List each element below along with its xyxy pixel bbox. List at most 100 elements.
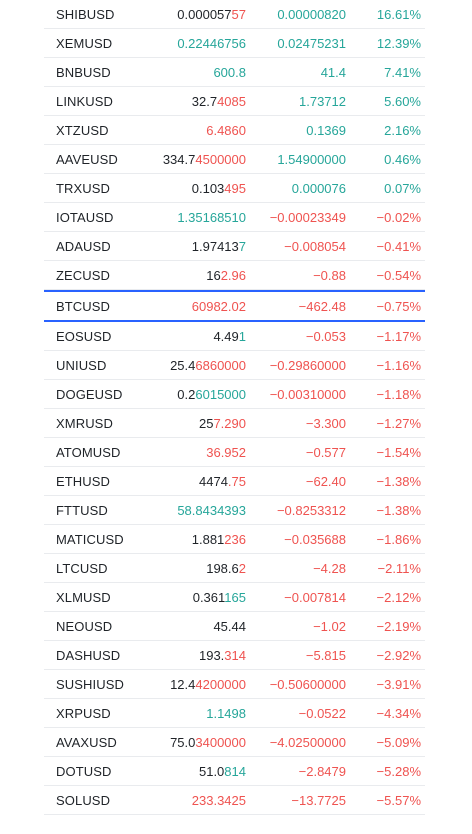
last-price-tick: 233.3425 [191, 792, 246, 808]
last-price: 1.974137 [192, 239, 246, 254]
last-price-tick: 7.290 [213, 415, 246, 431]
change-percent: −5.28% [376, 763, 421, 779]
watchlist-row-uniusd[interactable]: UNIUSD 25.46860000 −0.29860000 −1.16% [44, 351, 425, 380]
watchlist-row-trxusd[interactable]: TRXUSD 0.103495 0.000076 0.07% [44, 174, 425, 203]
last-price-tick: 314 [224, 647, 246, 663]
watchlist-row-neousd[interactable]: NEOUSD 45.44 −1.02 −2.19% [44, 612, 425, 641]
last-price: 6.4860 [206, 123, 246, 138]
symbol-label: AVAXUSD [56, 734, 117, 750]
watchlist-row-linkusd[interactable]: LINKUSD 32.74085 1.73712 5.60% [44, 87, 425, 116]
last-price-tick: 1.35168510 [177, 209, 246, 225]
last-price-tick: 60982.02 [191, 298, 246, 314]
last-price: 600.8 [213, 65, 246, 80]
change-percent: 0.07% [384, 180, 421, 196]
last-price-base: 25 [198, 415, 214, 431]
change-value: −0.0522 [298, 705, 346, 721]
change-percent: −2.11% [377, 560, 422, 576]
symbol-label: IOTAUSD [56, 209, 114, 225]
symbol-label: BNBUSD [56, 64, 111, 80]
change-percent: 2.16% [384, 122, 421, 138]
symbol-label: XTZUSD [56, 122, 109, 138]
watchlist-row-solusd[interactable]: SOLUSD 233.3425 −13.7725 −5.57% [44, 786, 425, 815]
watchlist-row-bnbusd[interactable]: BNBUSD 600.8 41.4 7.41% [44, 58, 425, 87]
last-price-base: 75.0 [170, 734, 196, 750]
watchlist-row-eosusd[interactable]: EOSUSD 4.491 −0.053 −1.17% [44, 322, 425, 351]
watchlist-row-adausd[interactable]: ADAUSD 1.974137 −0.008054 −0.41% [44, 232, 425, 261]
symbol-label: UNIUSD [56, 357, 107, 373]
symbol-label: ZECUSD [56, 267, 111, 283]
change-value: −0.50600000 [269, 676, 346, 692]
change-value: −0.00310000 [269, 386, 346, 402]
watchlist-row-xemusd[interactable]: XEMUSD 0.22446756 0.02475231 12.39% [44, 29, 425, 58]
symbol-label: LTCUSD [56, 560, 108, 576]
change-percent: −2.12% [376, 589, 421, 605]
last-price: 32.74085 [192, 94, 246, 109]
last-price: 51.0814 [199, 764, 246, 779]
change-value: −4.28 [313, 560, 346, 576]
watchlist-row-dotusd[interactable]: DOTUSD 51.0814 −2.8479 −5.28% [44, 757, 425, 786]
watchlist-row-dashusd[interactable]: DASHUSD 193.314 −5.815 −2.92% [44, 641, 425, 670]
last-price-tick: 165 [224, 589, 246, 605]
watchlist-row-ethusd[interactable]: ETHUSD 4474.75 −62.40 −1.38% [44, 467, 425, 496]
change-percent: −0.54% [376, 267, 421, 283]
change-percent: −2.92% [376, 647, 421, 663]
last-price: 4.491 [213, 329, 246, 344]
change-value: −0.88 [313, 267, 346, 283]
change-value: −62.40 [305, 473, 346, 489]
change-percent: −5.09% [376, 734, 421, 750]
watchlist-row-xrpusd[interactable]: XRPUSD 1.1498 −0.0522 −4.34% [44, 699, 425, 728]
change-percent: −0.41% [376, 238, 421, 254]
last-price-tick: 495 [224, 180, 246, 196]
watchlist-row-sushiusd[interactable]: SUSHIUSD 12.44200000 −0.50600000 −3.91% [44, 670, 425, 699]
watchlist-row-dogeusd[interactable]: DOGEUSD 0.26015000 −0.00310000 −1.18% [44, 380, 425, 409]
watchlist-row-avaxusd[interactable]: AVAXUSD 75.03400000 −4.02500000 −5.09% [44, 728, 425, 757]
last-price-tick: 6860000 [195, 357, 246, 373]
change-value: −0.035688 [284, 531, 346, 547]
last-price-base: 4.49 [213, 328, 239, 344]
change-percent: −4.34% [376, 705, 421, 721]
change-value: −0.00023349 [269, 209, 346, 225]
last-price-tick: 7 [238, 238, 246, 254]
watchlist-row-xlmusd[interactable]: XLMUSD 0.361165 −0.007814 −2.12% [44, 583, 425, 612]
change-value: 1.73712 [299, 93, 346, 109]
symbol-label: BTCUSD [56, 298, 111, 314]
watchlist-row-atomusd[interactable]: ATOMUSD 36.952 −0.577 −1.54% [44, 438, 425, 467]
watchlist-row-ltcusd[interactable]: LTCUSD 198.62 −4.28 −2.11% [44, 554, 425, 583]
symbol-label: XMRUSD [56, 415, 113, 431]
last-price: 334.74500000 [163, 152, 246, 167]
last-price-base: 16 [206, 267, 221, 283]
last-price: 193.314 [199, 648, 246, 663]
watchlist-row-shibusd[interactable]: SHIBUSD 0.00005757 0.00000820 16.61% [44, 0, 425, 29]
change-percent: 16.61% [376, 6, 421, 22]
change-value: 0.1369 [306, 122, 346, 138]
symbol-label: XEMUSD [56, 35, 113, 51]
symbol-label: XRPUSD [56, 705, 111, 721]
watchlist-row-aaveusd[interactable]: AAVEUSD 334.74500000 1.54900000 0.46% [44, 145, 425, 174]
change-value: −3.300 [305, 415, 346, 431]
watchlist-row-xtzusd[interactable]: XTZUSD 6.4860 0.1369 2.16% [44, 116, 425, 145]
change-percent: −3.91% [376, 676, 421, 692]
change-percent: −1.54% [376, 444, 421, 460]
last-price: 25.46860000 [170, 358, 246, 373]
last-price-base: 51.0 [198, 763, 225, 779]
watchlist-row-iotausd[interactable]: IOTAUSD 1.35168510 −0.00023349 −0.02% [44, 203, 425, 232]
last-price: 45.44 [213, 619, 246, 634]
change-percent: 5.60% [384, 93, 421, 109]
change-percent: −1.16% [376, 357, 421, 373]
symbol-label: LINKUSD [56, 93, 114, 109]
last-price-tick: .75 [227, 473, 246, 489]
last-price: 1.881236 [192, 532, 246, 547]
symbol-label: DOGEUSD [56, 386, 123, 402]
watchlist-row-maticusd[interactable]: MATICUSD 1.881236 −0.035688 −1.86% [44, 525, 425, 554]
last-price: 12.44200000 [170, 677, 246, 692]
watchlist-row-zecusd[interactable]: ZECUSD 162.96 −0.88 −0.54% [44, 261, 425, 290]
last-price-tick: 36.952 [206, 444, 246, 460]
watchlist-row-xmrusd[interactable]: XMRUSD 257.290 −3.300 −1.27% [44, 409, 425, 438]
watchlist-row-btcusd[interactable]: BTCUSD 60982.02 −462.48 −0.75% [44, 290, 425, 322]
watchlist-row-fttusd[interactable]: FTTUSD 58.8434393 −0.8253312 −1.38% [44, 496, 425, 525]
change-value: −0.8253312 [276, 502, 346, 518]
last-price-tick: 4500000 [195, 151, 246, 167]
change-value: 1.54900000 [277, 151, 346, 167]
last-price: 0.361165 [193, 590, 246, 605]
change-value: −5.815 [305, 647, 346, 663]
